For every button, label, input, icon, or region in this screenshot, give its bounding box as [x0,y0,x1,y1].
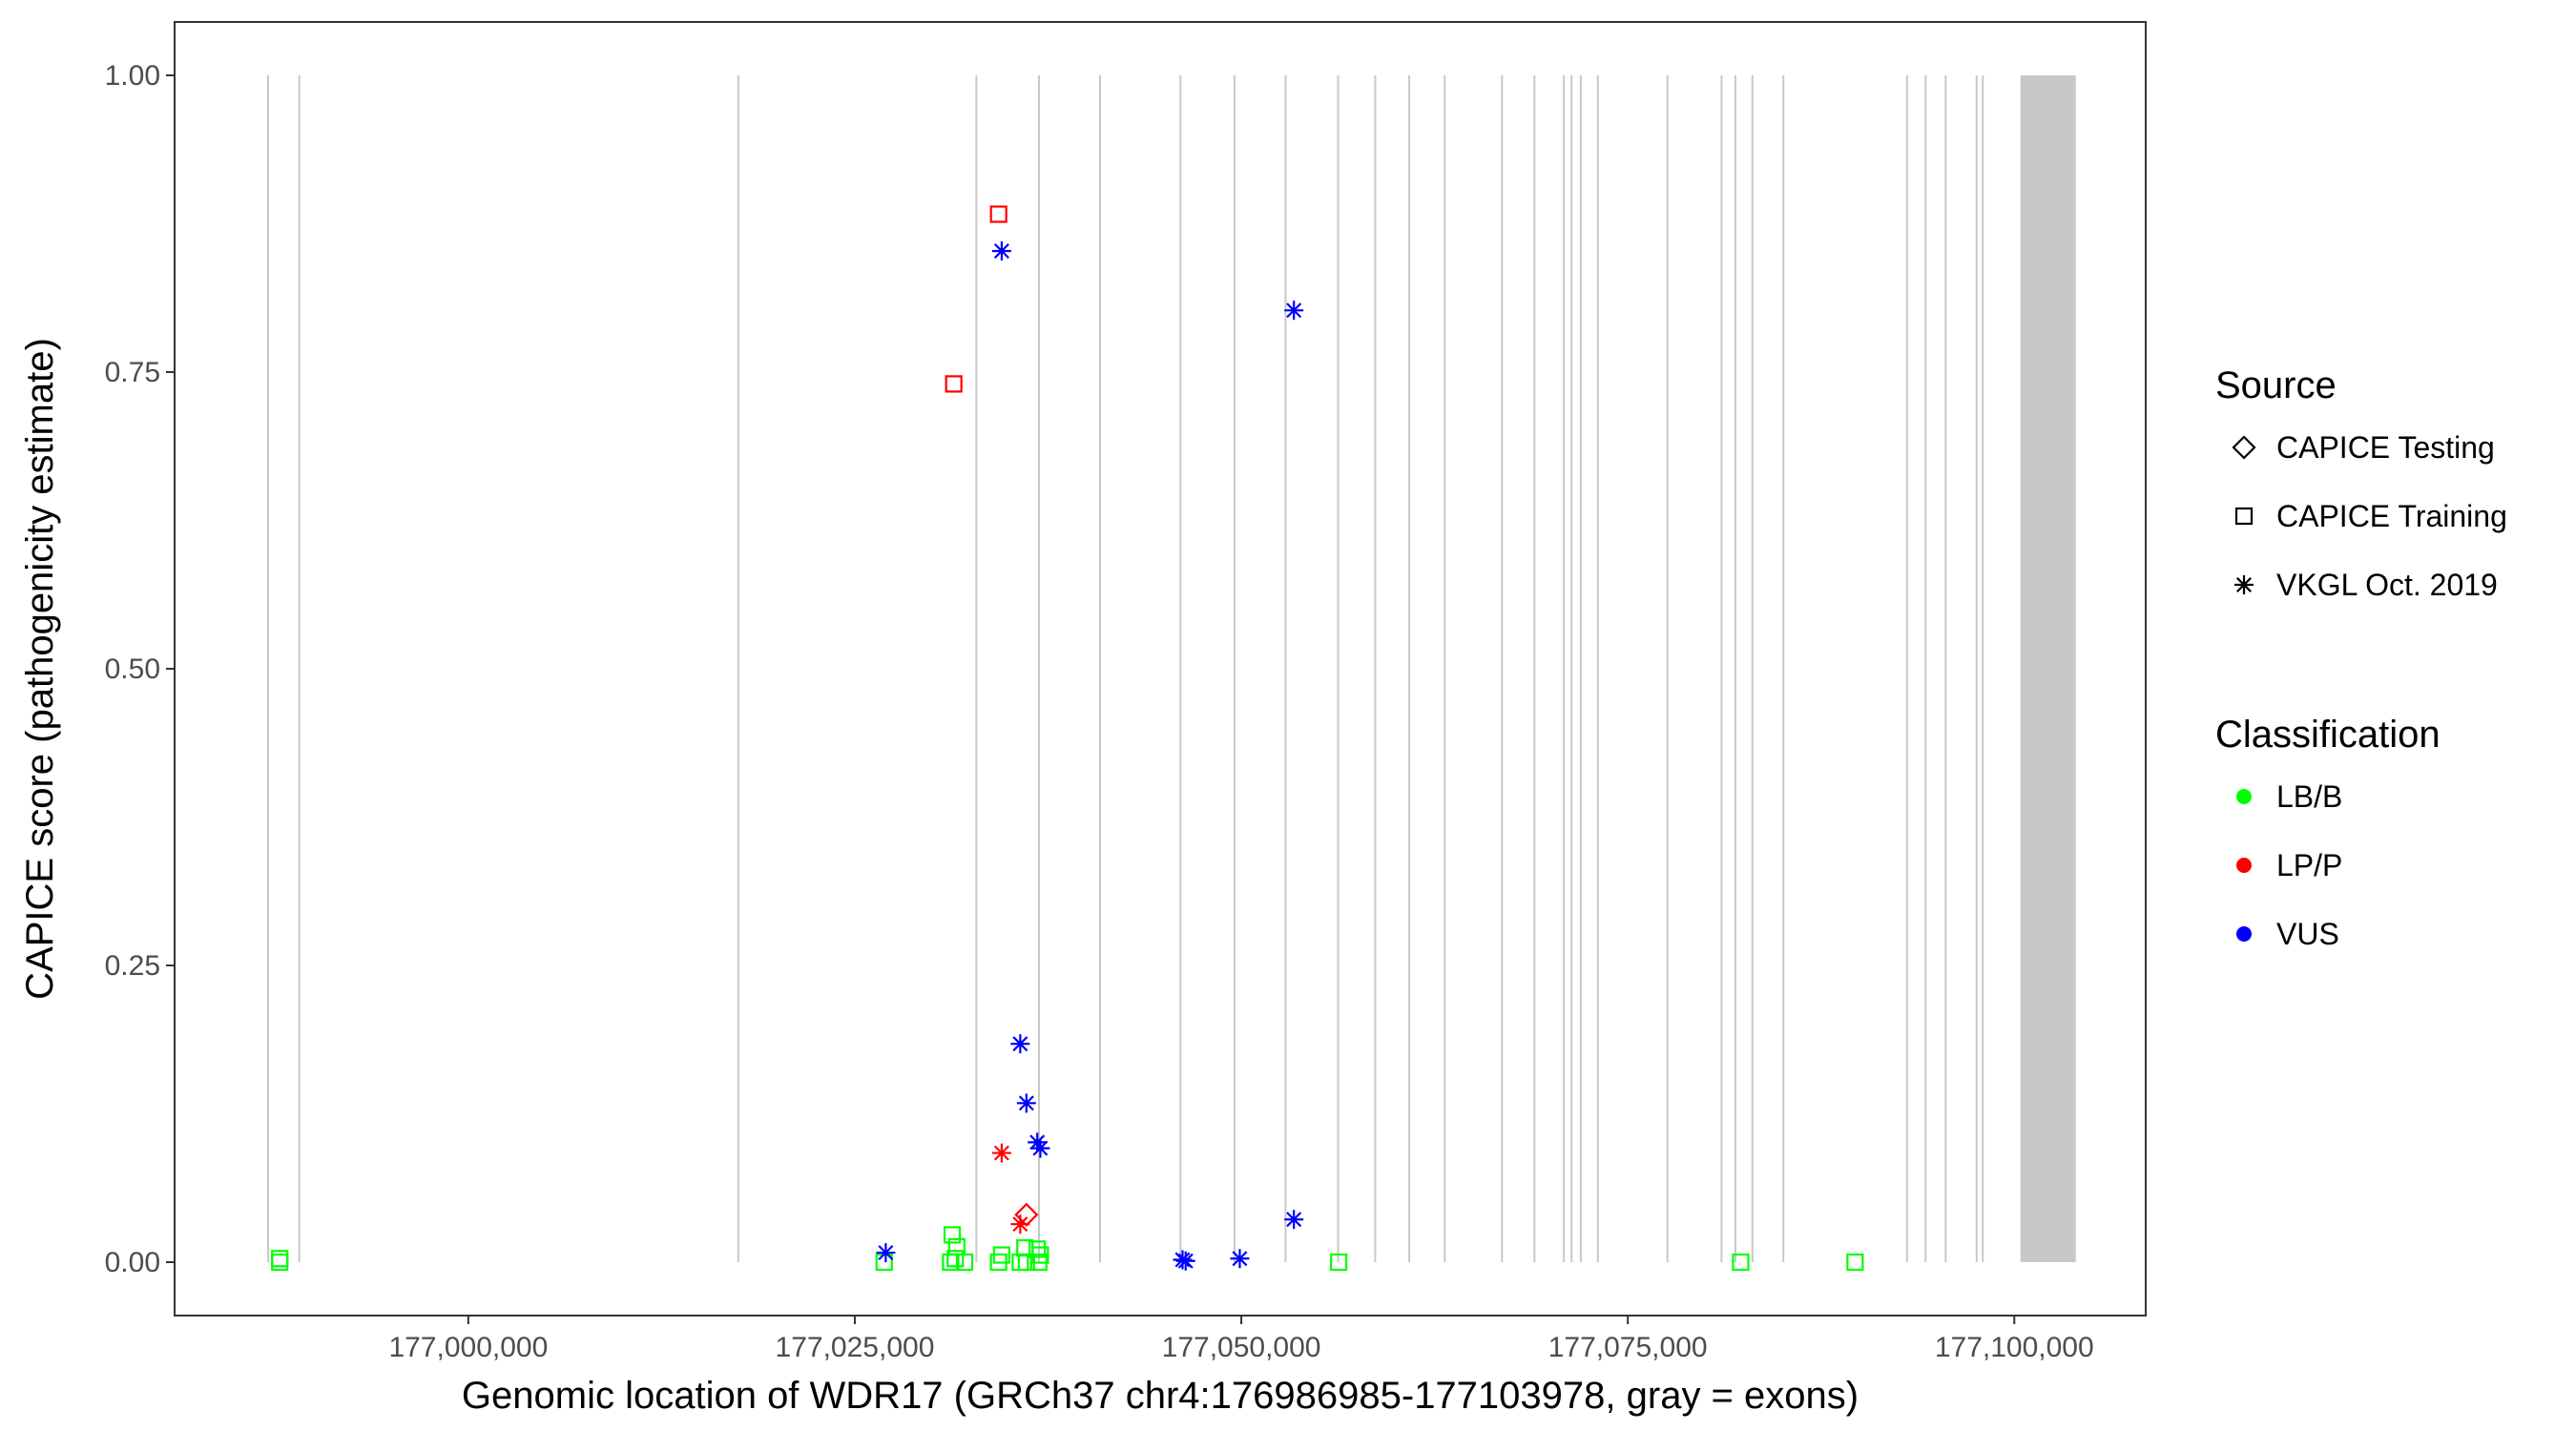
y-tick-label: 1.00 [105,60,160,92]
exon-bar [737,74,739,1263]
legend-class-label: LP/P [2276,848,2342,882]
data-point [955,1253,974,1272]
panel-background [175,22,2146,1316]
exon-bar [1751,74,1754,1263]
axis-layer: 0.00 0.25 0.50 0.75 1.00 177,000,000 177,025,0… [105,60,2094,1363]
legend-key-square [2234,507,2254,526]
legend-key-diamond [2232,435,2256,460]
data-point [991,241,1011,261]
x-tick-label: 177,000,000 [388,1332,548,1363]
data-point [1175,1251,1195,1271]
x-tick-label: 177,050,000 [1162,1332,1321,1363]
exon-bar [1179,74,1182,1263]
exon-bar [1782,74,1785,1263]
exon-bar [1905,74,1908,1263]
exon-bar [1037,74,1040,1263]
point-layer [271,205,1864,1272]
data-point [1284,301,1304,321]
legend-source-label: CAPICE Testing [2276,430,2495,465]
exon-bar [1982,74,1984,1263]
data-point [1030,1138,1050,1158]
exon-bar [2020,74,2076,1263]
exon-bar [1924,74,1927,1263]
exon-bar [1563,74,1566,1263]
exon-bar [266,74,269,1263]
exon-bar [1374,74,1377,1263]
exon-bar [1533,74,1536,1263]
legend-class-label: VUS [2276,917,2339,951]
exon-bar [1734,74,1736,1263]
legend-key-dot [2236,926,2252,942]
exon-bar [1944,74,1947,1263]
data-point [989,205,1008,223]
data-point [1173,1250,1193,1270]
exon-layer [266,74,2076,1263]
data-point [1732,1253,1750,1272]
legend-key-dot [2236,858,2252,873]
y-tick-label: 0.25 [105,950,160,982]
data-point [271,1253,289,1272]
exon-bar [1596,74,1599,1263]
legend-class-items: LB/B LP/P VUS [2236,779,2342,951]
data-point [991,1143,1011,1163]
exon-bar [1579,74,1582,1263]
data-point [1230,1249,1250,1269]
exon-bar [1284,74,1287,1263]
x-tick-label: 177,025,000 [776,1332,935,1363]
data-point [1846,1253,1864,1272]
legend-key-dot [2236,789,2252,804]
data-point [1284,1210,1304,1230]
data-point [1010,1214,1030,1234]
x-tick-label: 177,075,000 [1548,1332,1708,1363]
legend-source-label: VKGL Oct. 2019 [2276,568,2498,602]
data-point [1031,1246,1049,1264]
exon-bar [1570,74,1573,1263]
data-point [1028,1240,1047,1258]
data-point [1330,1253,1348,1272]
x-tick-label: 177,100,000 [1935,1332,2094,1363]
y-axis-title: CAPICE score (pathogenicity estimate) [19,338,61,1000]
x-axis-title: Genomic location of WDR17 (GRCh37 chr4:1… [462,1375,1859,1417]
data-point [1010,1034,1030,1054]
legend-class-title: Classification [2215,714,2441,756]
exon-bar [1233,74,1236,1263]
legend-source-items: CAPICE Testing CAPICE Training VKGL Oct. 2… [2232,430,2507,602]
legend-source-title: Source [2215,364,2337,406]
legend-source-label: CAPICE Training [2276,499,2507,533]
legend-class-label: LB/B [2276,779,2342,814]
exon-bar [298,74,301,1263]
y-tick-label: 0.00 [105,1247,160,1278]
exon-bar [975,74,978,1263]
data-point [1016,1093,1036,1113]
legend-key-asterisk [2234,575,2254,594]
exon-bar [1408,74,1411,1263]
data-point [946,1250,965,1268]
data-point [943,1226,962,1244]
exon-bar [1444,74,1446,1263]
exon-bar [1098,74,1101,1263]
exon-bar [1720,74,1723,1263]
exon-bar [1501,74,1504,1263]
exon-bar [1975,74,1978,1263]
exon-bar [1337,74,1340,1263]
legend: Source CAPICE Testing CAPICE Training VKGL… [2215,364,2507,951]
data-point [945,375,963,393]
data-point [1028,1132,1048,1152]
data-point [876,1243,896,1263]
y-tick-label: 0.75 [105,357,160,388]
exon-bar [1666,74,1669,1263]
data-point [992,1246,1011,1264]
y-tick-label: 0.50 [105,653,160,685]
